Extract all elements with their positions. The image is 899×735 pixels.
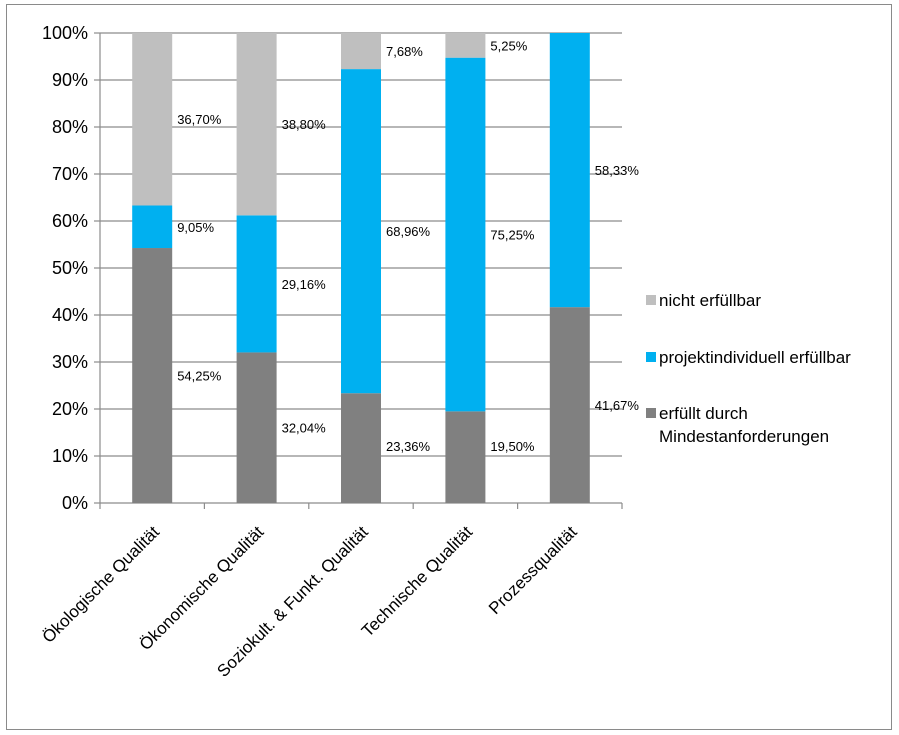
legend-swatch [646, 352, 656, 362]
legend-label: projektindividuell erfüllbar [659, 348, 851, 367]
data-label: 19,50% [490, 439, 535, 454]
x-category-label: Ökologische Qualität [39, 522, 164, 647]
legend-label: nicht erfüllbar [659, 291, 761, 310]
y-tick-label: 50% [52, 258, 88, 278]
y-tick-label: 90% [52, 70, 88, 90]
data-label: 36,70% [177, 112, 222, 127]
bar-segment [132, 33, 173, 206]
bar-segment [341, 393, 381, 503]
y-tick-label: 30% [52, 352, 88, 372]
y-tick-label: 0% [62, 493, 88, 513]
y-tick-label: 70% [52, 164, 88, 184]
bar-segment [132, 205, 173, 249]
x-category-label: Prozessqualität [485, 522, 581, 618]
data-label: 23,36% [386, 439, 431, 454]
data-label: 32,04% [282, 421, 327, 436]
bar-segment [341, 69, 381, 394]
data-label: 41,67% [595, 398, 640, 413]
data-label: 29,16% [282, 277, 327, 292]
data-label: 75,25% [490, 228, 535, 243]
legend-label: erfüllt durch [659, 404, 748, 423]
bar-segment [236, 352, 277, 503]
bar-segment [549, 33, 590, 308]
y-tick-label: 20% [52, 399, 88, 419]
bar-segment [445, 411, 486, 503]
y-tick-label: 10% [52, 446, 88, 466]
bar-segment [236, 215, 277, 353]
legend-label: Mindestanforderungen [659, 427, 829, 446]
data-label: 9,05% [177, 220, 214, 235]
data-label: 5,25% [490, 38, 527, 53]
legend-swatch [646, 408, 656, 418]
y-tick-label: 60% [52, 211, 88, 231]
bar-segment [236, 33, 277, 216]
data-label: 54,25% [177, 369, 222, 384]
bar-segment [445, 33, 486, 58]
y-tick-label: 40% [52, 305, 88, 325]
bar-segment [549, 307, 590, 503]
y-tick-label: 100% [42, 23, 88, 43]
bar-segment [341, 33, 381, 70]
bar-segment [132, 248, 173, 503]
data-label: 68,96% [386, 224, 431, 239]
data-label: 7,68% [386, 44, 423, 59]
data-label: 38,80% [282, 117, 327, 132]
bar-segment [445, 57, 486, 412]
y-tick-label: 80% [52, 117, 88, 137]
x-category-label: Technische Qualität [358, 522, 477, 641]
data-label: 58,33% [595, 163, 640, 178]
legend-swatch [646, 295, 656, 305]
